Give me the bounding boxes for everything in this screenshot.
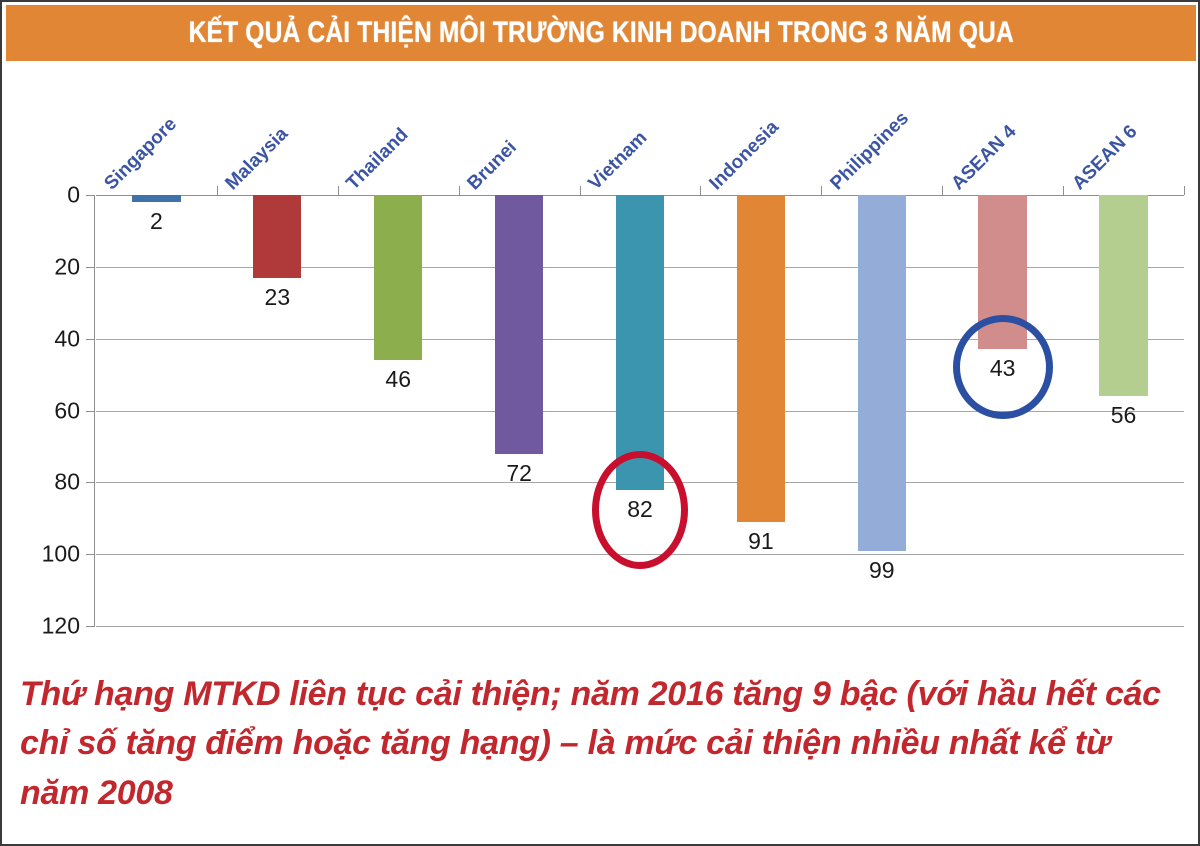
- x-axis-tick-mark: [458, 186, 460, 195]
- page-title: KẾT QUẢ CẢI THIỆN MÔI TRƯỜNG KINH DOANH …: [188, 16, 1014, 49]
- bar-singapore[interactable]: [132, 195, 181, 203]
- y-axis-tick-label: 60: [54, 397, 80, 423]
- x-axis-tick-mark: [1063, 186, 1065, 195]
- y-axis-tick-mark: [86, 554, 95, 556]
- x-axis-category-label: Philippines: [826, 107, 913, 195]
- bar-value-label: 2: [150, 208, 163, 235]
- y-axis-tick-mark: [86, 338, 95, 340]
- y-axis-tick-label: 0: [67, 181, 80, 208]
- x-axis-category-label: ASEAN 4: [947, 121, 1021, 195]
- x-axis-category-label: Vietnam: [584, 127, 652, 195]
- bar-chart: 0 20 40 60 80 100 120 2 Singapore 23 Malaysia 46 Th…: [2, 64, 1198, 644]
- y-axis-tick-mark: [86, 410, 95, 412]
- x-axis-category-label: ASEAN 6: [1067, 121, 1142, 195]
- y-axis-tick-label: 20: [54, 253, 80, 280]
- x-axis-tick-mark: [216, 186, 218, 195]
- asean4-highlight-ring: [952, 315, 1053, 420]
- bar-thailand[interactable]: [374, 195, 423, 361]
- bar-value-label: 56: [1110, 402, 1137, 429]
- x-axis-tick-mark: [337, 186, 339, 195]
- x-axis-category-label: Brunei: [463, 136, 521, 195]
- x-axis-tick-mark: [700, 186, 702, 195]
- bar-value-label: 91: [748, 527, 774, 554]
- bar-vietnam[interactable]: [615, 195, 665, 490]
- x-axis-tick-mark: [821, 186, 823, 195]
- x-axis-category-label: Indonesia: [705, 116, 783, 195]
- bar-value-label: 99: [868, 556, 895, 583]
- bar-value-label: 23: [264, 283, 291, 310]
- y-axis-tick-label: 120: [41, 612, 80, 639]
- y-axis: 0 20 40 60 80 100 120: [2, 64, 80, 644]
- x-axis-category-label: Thailand: [342, 124, 413, 195]
- x-axis-tick-mark: [1184, 186, 1185, 195]
- bar-value-label: 72: [506, 459, 532, 486]
- bar-value-label: 46: [385, 366, 412, 393]
- vietnam-highlight-ring: [592, 450, 688, 569]
- x-axis-category-label: Malaysia: [221, 123, 293, 195]
- y-axis-tick-label: 40: [54, 325, 80, 352]
- bar-brunei[interactable]: [494, 195, 544, 454]
- caption-text: Thứ hạng MTKD liên tục cải thiện; năm 20…: [20, 675, 1161, 812]
- x-axis-tick-mark: [942, 186, 944, 195]
- y-axis-tick-label: 100: [41, 540, 80, 567]
- y-axis-tick-label: 80: [54, 468, 80, 495]
- bar-philippines[interactable]: [857, 195, 906, 551]
- x-axis-category-label: Singapore: [100, 113, 182, 195]
- x-axis-tick-mark: [579, 186, 581, 195]
- bar-indonesia[interactable]: [736, 195, 786, 522]
- y-axis-tick-mark: [86, 266, 95, 268]
- y-axis-tick-mark: [86, 195, 95, 196]
- y-axis-tick-mark: [86, 626, 95, 627]
- bar-asean-6[interactable]: [1099, 195, 1148, 397]
- gridline: [96, 626, 1184, 627]
- y-axis-tick-mark: [86, 482, 95, 484]
- title-band: KẾT QUẢ CẢI THIỆN MÔI TRƯỜNG KINH DOANH …: [6, 5, 1196, 61]
- bar-malaysia[interactable]: [253, 195, 302, 278]
